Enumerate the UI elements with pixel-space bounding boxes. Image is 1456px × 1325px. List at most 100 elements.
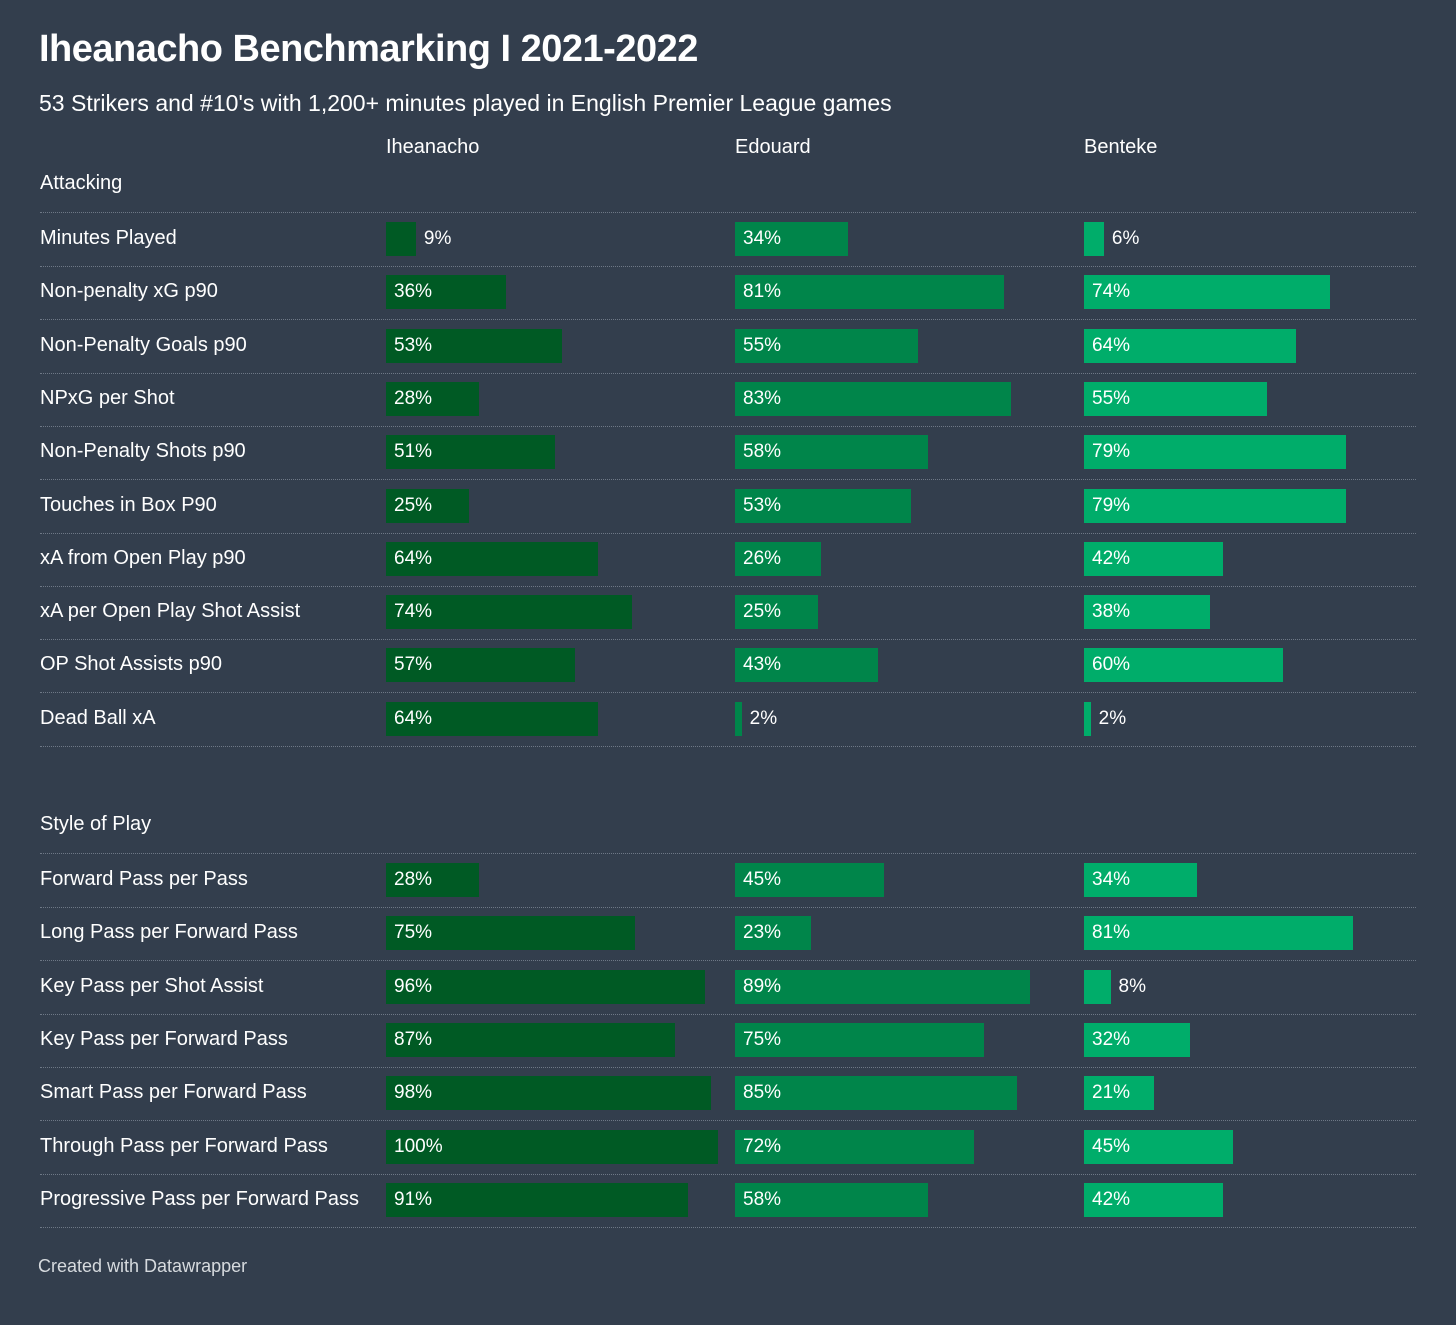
value-label: 57% <box>394 654 433 676</box>
divider-line <box>40 319 1416 321</box>
value-label: 25% <box>743 601 782 623</box>
value-label: 74% <box>1092 281 1131 303</box>
divider-line <box>40 1226 1416 1228</box>
bar-iheanacho <box>386 648 576 683</box>
divider-line <box>40 1066 1416 1068</box>
value-label: 2% <box>749 707 778 729</box>
divider-line <box>40 745 1416 747</box>
bar-iheanacho <box>386 1022 675 1057</box>
row-label: Non-Penalty Goals p90 <box>40 333 247 356</box>
value-label: 98% <box>394 1082 433 1104</box>
footer-credit: Created with Datawrapper <box>38 1256 248 1276</box>
column-header-iheanacho: Iheanacho <box>386 136 480 158</box>
bar-edouard <box>735 222 848 256</box>
bar-iheanacho <box>386 488 469 523</box>
row-label: NPxG per Shot <box>40 386 175 409</box>
bar-iheanacho <box>386 328 562 363</box>
bar-iheanacho <box>386 595 632 630</box>
divider-line <box>40 1173 1416 1175</box>
row-label: OP Shot Assists p90 <box>40 653 222 676</box>
row-label: Key Pass per Forward Pass <box>40 1027 288 1050</box>
value-label: 58% <box>743 1188 782 1210</box>
bar-iheanacho <box>386 435 556 470</box>
value-label: 43% <box>743 654 782 676</box>
bar-edouard <box>735 648 878 683</box>
value-label: 58% <box>743 441 782 463</box>
bar-benteke <box>1084 275 1330 310</box>
value-label: 28% <box>394 869 433 890</box>
divider-line <box>40 479 1416 481</box>
bar-benteke <box>1084 863 1197 897</box>
row-label: xA per Open Play Shot Assist <box>40 600 301 623</box>
divider-line <box>40 907 1416 908</box>
value-label: 8% <box>1118 975 1147 997</box>
bar-benteke <box>1084 488 1347 523</box>
value-label: 60% <box>1092 654 1131 676</box>
value-label: 38% <box>1092 601 1131 623</box>
bar-edouard <box>735 488 911 523</box>
value-label: 45% <box>743 869 782 890</box>
bar-edouard <box>735 863 885 897</box>
bar-benteke <box>1084 595 1211 630</box>
bar-edouard <box>735 1129 975 1164</box>
row-label: Forward Pass per Pass <box>40 868 248 890</box>
bar-benteke <box>1084 435 1347 470</box>
row-label: Touches in Box P90 <box>40 493 217 516</box>
bar-benteke <box>1084 1129 1234 1164</box>
value-label: 74% <box>394 601 433 623</box>
divider-line <box>40 532 1416 534</box>
divider-line <box>40 853 1416 854</box>
value-label: 34% <box>1092 869 1131 890</box>
bar-benteke <box>1084 328 1297 363</box>
value-label: 28% <box>394 387 433 409</box>
bar-iheanacho <box>386 222 416 256</box>
bar-edouard <box>735 435 928 470</box>
value-label: 72% <box>743 1135 782 1157</box>
value-label: 79% <box>1092 441 1131 463</box>
value-label: 6% <box>1111 228 1140 249</box>
value-label: 79% <box>1092 494 1131 516</box>
bar-benteke <box>1084 1022 1191 1057</box>
value-label: 91% <box>394 1188 433 1210</box>
divider-line <box>40 639 1416 641</box>
value-label: 2% <box>1098 707 1127 729</box>
chart-title: Iheanacho Benchmarking I 2021-2022 <box>39 28 698 70</box>
divider-line <box>40 960 1416 962</box>
section-label-attacking: Attacking <box>40 172 123 194</box>
value-label: 25% <box>394 494 433 516</box>
value-label: 81% <box>1092 922 1131 944</box>
value-label: 100% <box>394 1135 443 1157</box>
value-label: 32% <box>1092 1028 1131 1050</box>
value-label: 42% <box>1092 1188 1131 1210</box>
column-header-edouard: Edouard <box>735 136 811 158</box>
bar-edouard <box>735 701 742 736</box>
value-label: 55% <box>1092 387 1131 409</box>
bar-benteke <box>1084 701 1091 736</box>
bar-iheanacho <box>386 916 635 951</box>
row-label: Non-penalty xG p90 <box>40 280 218 303</box>
value-label: 64% <box>394 707 433 729</box>
bar-edouard <box>735 1076 1018 1111</box>
value-label: 85% <box>743 1082 782 1104</box>
bar-iheanacho <box>386 969 705 1004</box>
divider-line <box>40 1120 1416 1122</box>
row-label: Smart Pass per Forward Pass <box>40 1081 307 1104</box>
bar-iheanacho <box>386 1076 712 1111</box>
bar-edouard <box>735 969 1031 1004</box>
value-label: 89% <box>743 975 782 997</box>
bar-benteke <box>1084 969 1111 1004</box>
bar-iheanacho <box>386 701 599 736</box>
value-label: 81% <box>743 281 782 303</box>
bar-edouard <box>735 1022 984 1057</box>
bar-benteke <box>1084 1182 1224 1217</box>
divider-line <box>40 372 1416 374</box>
value-label: 87% <box>394 1028 433 1050</box>
bar-iheanacho <box>386 1129 718 1164</box>
bar-edouard <box>735 328 918 363</box>
bar-edouard <box>735 541 822 576</box>
value-label: 64% <box>1092 334 1131 356</box>
row-label: Long Pass per Forward Pass <box>40 921 298 944</box>
bar-iheanacho <box>386 863 479 897</box>
value-label: 9% <box>423 228 452 249</box>
